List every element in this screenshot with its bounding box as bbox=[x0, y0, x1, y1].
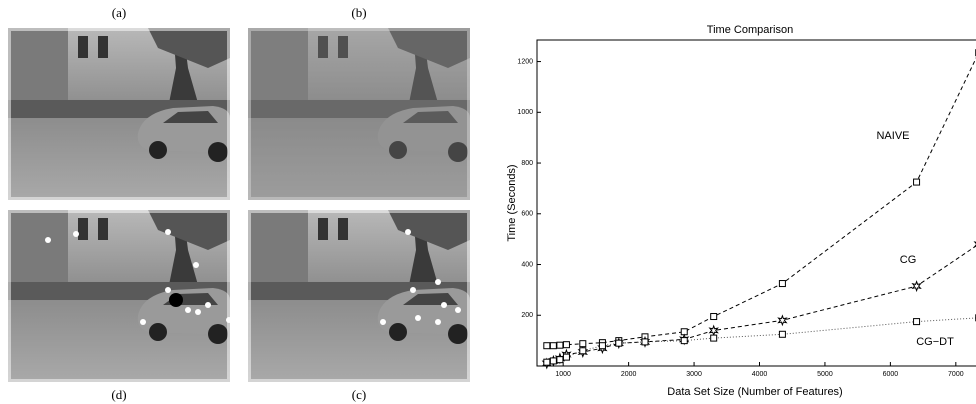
data-point bbox=[710, 334, 718, 342]
data-point bbox=[549, 342, 557, 350]
data-point bbox=[777, 314, 788, 327]
x-tick-label: 4000 bbox=[752, 371, 768, 378]
data-point bbox=[680, 337, 688, 345]
series-label: CG−DT bbox=[916, 336, 954, 348]
data-point bbox=[562, 341, 570, 349]
data-point bbox=[598, 342, 606, 350]
y-axis-label: Time (Seconds) bbox=[506, 164, 518, 241]
data-point bbox=[543, 342, 551, 350]
data-point bbox=[913, 178, 921, 186]
x-tick-label: 2000 bbox=[621, 371, 637, 378]
data-point bbox=[556, 341, 564, 349]
x-tick-label: 6000 bbox=[883, 371, 899, 378]
data-point bbox=[911, 280, 922, 293]
y-tick-label: 200 bbox=[521, 312, 533, 319]
data-point bbox=[556, 356, 564, 364]
series-label: CG bbox=[900, 254, 917, 266]
data-point bbox=[615, 339, 623, 347]
x-tick-label: 5000 bbox=[817, 371, 833, 378]
data-point bbox=[778, 280, 786, 288]
x-axis-label: Data Set Size (Number of Features) bbox=[667, 386, 842, 398]
panel-label: (b) bbox=[351, 5, 366, 20]
data-point bbox=[913, 318, 921, 326]
panel-label: (d) bbox=[111, 387, 126, 402]
data-point bbox=[708, 324, 719, 337]
data-point bbox=[778, 330, 786, 338]
plot-frame bbox=[536, 39, 976, 367]
panel-label: (a) bbox=[112, 5, 126, 20]
series-line bbox=[546, 57, 976, 347]
x-tick-label: 7000 bbox=[948, 371, 964, 378]
data-point bbox=[543, 358, 551, 366]
series-line bbox=[546, 317, 976, 363]
y-tick-label: 400 bbox=[521, 261, 533, 268]
photo-b bbox=[248, 28, 470, 200]
data-point bbox=[562, 353, 570, 361]
photo-d bbox=[8, 210, 232, 382]
data-point bbox=[641, 338, 649, 346]
y-tick-label: 800 bbox=[521, 160, 533, 167]
series-label: NAIVE bbox=[876, 130, 909, 142]
x-tick-label: 1000 bbox=[555, 371, 571, 378]
data-point bbox=[579, 347, 587, 355]
x-tick-label: 3000 bbox=[686, 371, 702, 378]
photo-c bbox=[248, 210, 470, 382]
data-point bbox=[710, 313, 718, 321]
photo-a bbox=[8, 28, 230, 200]
y-tick-label: 600 bbox=[521, 211, 533, 218]
panel-label: (c) bbox=[352, 387, 366, 402]
data-point bbox=[579, 340, 587, 348]
y-tick-label: 1200 bbox=[517, 58, 533, 65]
data-point bbox=[549, 357, 557, 365]
y-tick-label: 1000 bbox=[517, 109, 533, 116]
chart-title: Time Comparison bbox=[707, 24, 793, 36]
